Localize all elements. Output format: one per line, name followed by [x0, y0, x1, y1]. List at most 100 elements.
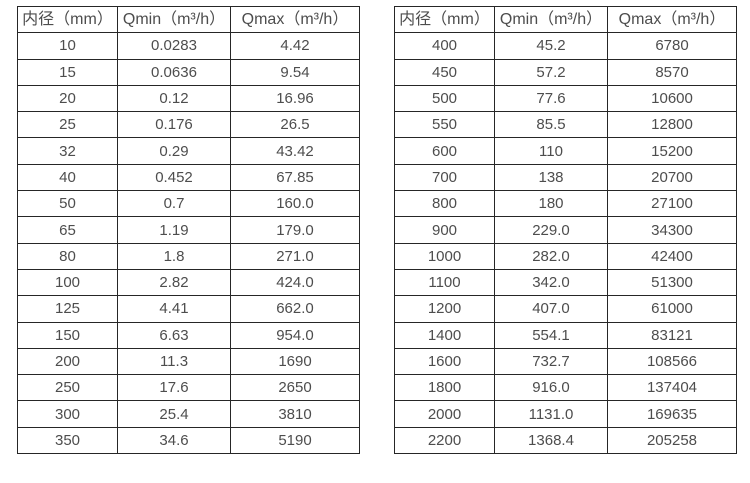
table-row: 900 229.0 34300: [394, 216, 737, 244]
table-cell: 16.96: [230, 84, 360, 113]
table-cell: 350: [17, 426, 118, 455]
table-cell: 77.6: [494, 84, 608, 113]
table-cell: 40: [17, 163, 118, 192]
table-cell: 6.63: [117, 321, 231, 349]
table-cell: 110: [494, 137, 608, 165]
table-cell: 20: [17, 84, 118, 113]
table-row: 50 0.7 160.0: [17, 190, 360, 218]
table-cell: 550: [394, 111, 495, 139]
table-cell: 15: [17, 58, 118, 86]
table-cell: 600: [394, 137, 495, 165]
table-cell: 65: [17, 216, 118, 244]
table-cell: 2200: [394, 426, 495, 455]
table-cell: 25.4: [117, 400, 231, 428]
table-cell: 137404: [607, 374, 737, 402]
spec-tables-container: 内径（mm） Qmin（m³/h） Qmax（m³/h） 10 0.0283 4.42 1…: [17, 5, 737, 455]
table-cell: 205258: [607, 426, 737, 455]
table-row: 1800 916.0 137404: [394, 374, 737, 402]
table-row: 550 85.5 12800: [394, 111, 737, 139]
table-cell: 1600: [394, 347, 495, 376]
table-cell: 100: [17, 268, 118, 297]
table-cell: 0.176: [117, 111, 231, 139]
table-cell: 4.41: [117, 295, 231, 323]
table-row: 250 17.6 2650: [17, 374, 360, 402]
table-cell: 61000: [607, 295, 737, 323]
table-row: 80 1.8 271.0: [17, 242, 360, 270]
table-cell: 17.6: [117, 374, 231, 402]
table-row: 450 57.2 8570: [394, 58, 737, 86]
table-cell: 2000: [394, 400, 495, 428]
table-cell: 0.452: [117, 163, 231, 192]
table-cell: 0.12: [117, 84, 231, 113]
table-cell: 125: [17, 295, 118, 323]
table-cell: 4.42: [230, 32, 360, 60]
table-cell: 67.85: [230, 163, 360, 192]
table-cell: 2.82: [117, 268, 231, 297]
table-row: 10 0.0283 4.42: [17, 32, 360, 60]
table-row: 2200 1368.4 205258: [394, 426, 737, 455]
table-cell: 1131.0: [494, 400, 608, 428]
table-cell: 138: [494, 163, 608, 192]
diameter-flow-table-small: 内径（mm） Qmin（m³/h） Qmax（m³/h） 10 0.0283 4.42 1…: [17, 5, 360, 455]
table-row: 40 0.452 67.85: [17, 163, 360, 192]
table-cell: 25: [17, 111, 118, 139]
table-cell: 8570: [607, 58, 737, 86]
table-cell: 180: [494, 190, 608, 218]
table-cell: 0.0636: [117, 58, 231, 86]
table-row: 1600 732.7 108566: [394, 347, 737, 376]
table-row: 2000 1131.0 169635: [394, 400, 737, 428]
table-cell: 42400: [607, 242, 737, 270]
table-cell: 45.2: [494, 32, 608, 60]
table-cell: 700: [394, 163, 495, 192]
table-cell: 271.0: [230, 242, 360, 270]
table-row: 65 1.19 179.0: [17, 216, 360, 244]
table-row: 600 110 15200: [394, 137, 737, 165]
column-header: Qmin（m³/h）: [117, 5, 231, 34]
table-cell: 200: [17, 347, 118, 376]
column-header: Qmin（m³/h）: [494, 5, 608, 34]
table-row: 20 0.12 16.96: [17, 84, 360, 113]
table-cell: 282.0: [494, 242, 608, 270]
table-cell: 9.54: [230, 58, 360, 86]
table-cell: 800: [394, 190, 495, 218]
table-row: 1200 407.0 61000: [394, 295, 737, 323]
table-cell: 10: [17, 32, 118, 60]
table-cell: 0.29: [117, 137, 231, 165]
table-cell: 342.0: [494, 268, 608, 297]
table-cell: 2650: [230, 374, 360, 402]
column-header: 内径（mm）: [17, 5, 118, 34]
table-cell: 34.6: [117, 426, 231, 455]
table-cell: 1.19: [117, 216, 231, 244]
table-row: 800 180 27100: [394, 190, 737, 218]
table-cell: 34300: [607, 216, 737, 244]
table-cell: 554.1: [494, 321, 608, 349]
table-cell: 27100: [607, 190, 737, 218]
table-cell: 1100: [394, 268, 495, 297]
table-row: 500 77.6 10600: [394, 84, 737, 113]
table-row: 32 0.29 43.42: [17, 137, 360, 165]
table-cell: 20700: [607, 163, 737, 192]
table-cell: 900: [394, 216, 495, 244]
table-cell: 50: [17, 190, 118, 218]
table-cell: 43.42: [230, 137, 360, 165]
table-cell: 300: [17, 400, 118, 428]
column-header: Qmax（m³/h）: [607, 5, 737, 34]
table-cell: 57.2: [494, 58, 608, 86]
table-cell: 6780: [607, 32, 737, 60]
table-cell: 407.0: [494, 295, 608, 323]
table-row: 125 4.41 662.0: [17, 295, 360, 323]
table-cell: 108566: [607, 347, 737, 376]
table-cell: 916.0: [494, 374, 608, 402]
column-header: Qmax（m³/h）: [230, 5, 360, 34]
column-header: 内径（mm）: [394, 5, 495, 34]
table-cell: 0.7: [117, 190, 231, 218]
table-cell: 26.5: [230, 111, 360, 139]
table-cell: 662.0: [230, 295, 360, 323]
table-cell: 1800: [394, 374, 495, 402]
table-row: 200 11.3 1690: [17, 347, 360, 376]
table-header-row: 内径（mm） Qmin（m³/h） Qmax（m³/h）: [17, 5, 360, 34]
table-row: 1100 342.0 51300: [394, 268, 737, 297]
table-row: 700 138 20700: [394, 163, 737, 192]
table-cell: 5190: [230, 426, 360, 455]
table-cell: 10600: [607, 84, 737, 113]
